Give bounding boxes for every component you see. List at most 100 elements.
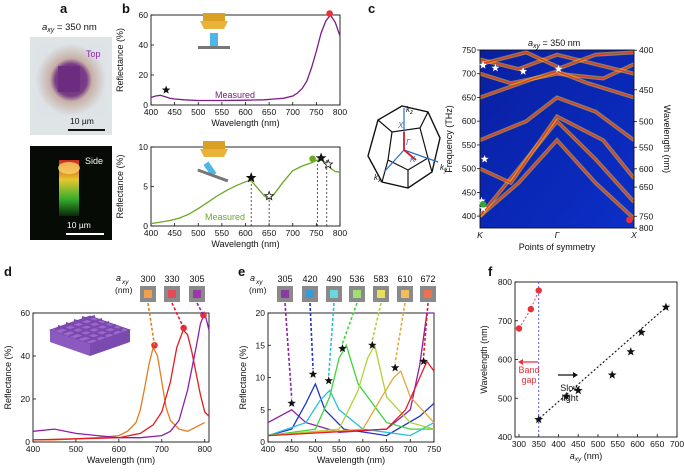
legend-leader <box>394 302 406 363</box>
d-legend: a xy(nm) 300 330 305 <box>115 273 205 346</box>
star-marker <box>245 172 257 183</box>
legend-swatch <box>353 290 361 298</box>
series-line-305 <box>32 310 210 439</box>
series-line-Measured <box>150 158 341 225</box>
plot-frame: 400 450 500 550 600 650 700 750 800 0 5 10 Wavelengt… <box>115 142 347 249</box>
plot-frame <box>479 49 635 229</box>
microscope-icon <box>198 13 230 49</box>
legend-swatch <box>424 290 432 298</box>
y-tick-label-right: 400 <box>639 45 653 55</box>
svg-text:Γ: Γ <box>406 138 411 147</box>
star-marker <box>419 356 428 365</box>
legend-value: 305 <box>189 274 204 284</box>
band-line <box>479 139 635 220</box>
fit-line <box>536 304 670 422</box>
legend-swatch <box>168 290 176 298</box>
legend-leader <box>147 302 156 346</box>
series-line-536 <box>267 343 434 437</box>
legend-value: 536 <box>349 274 364 284</box>
legend-leader <box>422 302 429 357</box>
legend-param: a <box>116 273 121 283</box>
y-tick-label: 20 <box>139 70 149 80</box>
series-line-300 <box>33 345 205 441</box>
y-tick-label: 10 <box>139 142 149 152</box>
series-line-610 <box>267 369 435 437</box>
legend-param-sub: xy <box>121 279 129 286</box>
band-line <box>479 53 635 75</box>
x-tick-label: 400 <box>26 444 40 454</box>
x-tick-label: 800 <box>333 107 347 117</box>
y-tick-label: 20 <box>256 308 266 318</box>
legend-swatch <box>144 290 152 298</box>
x-tick-label: 700 <box>403 444 417 454</box>
y-tick-label: 700 <box>498 316 512 326</box>
x-tick-label: 700 <box>670 439 684 449</box>
slow-light-point <box>562 391 571 400</box>
legend-leader <box>371 302 382 341</box>
brillouin-zone-diagram: kz kx ky Γ K X <box>367 105 448 189</box>
panel-e: 400 450 500 550 600 650 700 750 0 5 10 15 20 Waveleng… <box>238 273 441 465</box>
x-tick-label: 700 <box>155 444 169 454</box>
y-tick-label: 0 <box>143 221 148 231</box>
svg-text:X: X <box>397 121 404 130</box>
y-tick-label: 0 <box>260 437 265 447</box>
legend-leader <box>327 302 335 376</box>
dot-marker <box>326 10 333 17</box>
svg-text:kz: kz <box>406 105 413 116</box>
y-tick-label: 40 <box>21 351 31 361</box>
series-line-490 <box>267 389 435 437</box>
y-axis-label: Reflectance (%) <box>238 345 248 409</box>
side-scale-label: 10 µm <box>67 220 91 230</box>
legend-value: 420 <box>302 274 317 284</box>
star-marker <box>315 152 327 163</box>
y-tick-label-right: 750 <box>639 211 653 221</box>
x-axis-label: Wavelength (nm) <box>317 455 385 465</box>
legend-swatch <box>330 290 338 298</box>
dot-marker <box>479 200 487 208</box>
top-scale-label: 10 µm <box>70 116 94 126</box>
x-tick-label: 550 <box>611 439 625 449</box>
x-tick-label: 400 <box>261 444 275 454</box>
band-gap-point <box>515 325 523 332</box>
band-line <box>479 63 635 84</box>
slow-light-point <box>607 370 617 379</box>
band-gap-point <box>535 287 542 294</box>
top-view-label: Top <box>86 49 101 59</box>
side-view-label: Side <box>85 156 103 166</box>
y-tick-label: 650 <box>462 92 476 102</box>
x-tick-label: 500 <box>191 107 205 117</box>
y-tick-label-right: 550 <box>639 142 653 152</box>
x-tick-label: 700 <box>286 228 300 238</box>
x-tick-label: 400 <box>144 228 158 238</box>
slow-light-point <box>573 385 583 395</box>
x-axis-label: Wavelength (nm) <box>211 118 279 128</box>
star-marker <box>368 340 377 349</box>
x-axis-label: Wavelength (nm) <box>211 239 279 249</box>
x-axis-label: Wavelength (nm) <box>87 455 155 465</box>
slow-light-point <box>637 327 646 337</box>
panel-letter-b: b <box>122 1 130 16</box>
star-marker <box>480 155 489 163</box>
tilted-microscope-icon <box>197 141 229 183</box>
y-tick-label: 15 <box>256 340 266 350</box>
y-tick-label: 800 <box>498 277 512 287</box>
x-tick-label: 750 <box>427 444 441 454</box>
series-line-583 <box>267 343 435 437</box>
legend-swatch <box>377 290 385 298</box>
legend-swatch <box>401 290 409 298</box>
legend-value: 490 <box>326 274 341 284</box>
band-gap-line <box>518 290 540 329</box>
panel-b-bottom: 400 450 500 550 600 650 700 750 800 0 5 10 Wavelengt… <box>115 141 347 249</box>
panel-d: 400 500 600 700 800 0 20 40 60 Wavelength (nm) Ref… <box>3 273 212 465</box>
panel-f: 300 350 400 450 500 550 600 650 700 400 500 600 700 8… <box>479 277 684 463</box>
star-marker <box>287 398 296 407</box>
band-gap-point <box>527 305 535 313</box>
x-tick-label: 600 <box>356 444 370 454</box>
y-tick-label: 500 <box>498 393 512 403</box>
y-tick-label-right: 600 <box>639 164 653 174</box>
legend-value: 330 <box>164 274 179 284</box>
y-tick-label: 500 <box>462 164 476 174</box>
panel-b-top: 400 450 500 550 600 650 700 750 800 0 20 40 60 Wavele… <box>115 10 347 128</box>
y-tick-label: 400 <box>462 211 476 221</box>
slow-light-point <box>534 415 544 424</box>
